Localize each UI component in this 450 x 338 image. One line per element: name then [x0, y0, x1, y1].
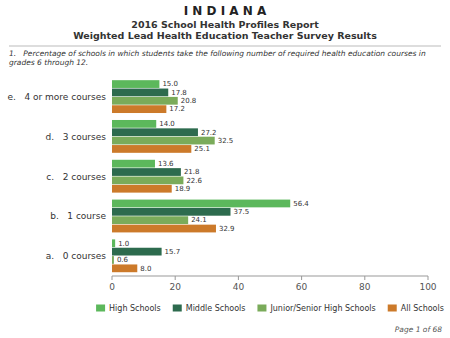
x-axis: 0 20 40 60 80 100	[109, 276, 437, 292]
subtitle: Weighted Lead Health Education Teacher S…	[73, 30, 377, 41]
data-label: 32.5	[218, 137, 234, 145]
x-tick	[175, 276, 176, 280]
legend-label: All Schools	[401, 304, 444, 313]
x-tick	[301, 276, 302, 280]
bar	[112, 256, 114, 264]
category-label: e. 4 or more courses	[7, 92, 106, 102]
bar	[112, 168, 181, 176]
x-tick-label: 40	[233, 282, 245, 292]
x-tick-label: 0	[109, 282, 115, 292]
bar	[112, 105, 166, 113]
data-label: 17.2	[169, 105, 185, 113]
category-label: b. 1 course	[50, 211, 106, 221]
x-tick-label: 100	[419, 282, 436, 292]
data-label: 20.8	[181, 97, 197, 105]
x-tick-label: 80	[359, 282, 371, 292]
legend-swatch	[388, 305, 397, 312]
x-tick	[238, 276, 239, 280]
bar	[112, 248, 162, 256]
bar	[112, 80, 159, 88]
category-label: d. 3 courses	[45, 132, 106, 142]
data-label: 8.0	[140, 265, 151, 273]
legend-label: Junior/Senior High Schools	[269, 304, 375, 313]
bar	[112, 239, 115, 247]
bar	[112, 200, 290, 208]
bar	[112, 216, 188, 224]
legend-swatch	[257, 305, 266, 312]
bar	[112, 208, 231, 216]
question: 1. Percentage of schools in which studen…	[9, 49, 426, 67]
data-label: 21.8	[184, 168, 200, 176]
divider	[9, 46, 441, 47]
bar	[112, 185, 172, 193]
legend-label: High Schools	[109, 304, 161, 313]
bar	[112, 145, 191, 153]
legend-swatch	[96, 305, 105, 312]
x-tick	[364, 276, 365, 280]
data-label: 25.1	[194, 145, 210, 153]
data-label: 15.0	[162, 80, 178, 88]
subtitle: 2016 School Health Profiles Report	[131, 19, 319, 30]
data-label: 0.6	[117, 256, 129, 264]
legend-item: Middle Schools	[173, 304, 246, 313]
legend-label: Middle Schools	[186, 304, 246, 313]
x-tick-label: 60	[296, 282, 308, 292]
bar	[112, 225, 216, 233]
category-label: c. 2 courses	[46, 172, 106, 182]
bar	[112, 97, 178, 105]
data-label: 37.5	[234, 208, 250, 216]
x-axis-line	[112, 276, 428, 277]
bar	[112, 128, 198, 136]
chart: I N D I A N A2016 School Health Profiles…	[0, 0, 450, 338]
page-number: Page 1 of 68	[395, 325, 442, 334]
bars	[112, 80, 290, 272]
data-label: 14.0	[159, 120, 175, 128]
bar	[112, 120, 156, 128]
data-label: 18.9	[175, 185, 191, 193]
data-label: 24.1	[191, 216, 207, 224]
legend-item: Junior/Senior High Schools	[257, 304, 375, 313]
data-label: 15.7	[165, 248, 181, 256]
data-label: 22.6	[186, 177, 202, 185]
x-tick	[112, 276, 113, 280]
data-label: 1.0	[118, 240, 129, 248]
data-label: 13.6	[158, 160, 174, 168]
data-label: 27.2	[201, 129, 217, 137]
legend-item: High Schools	[96, 304, 161, 313]
category-label: a. 0 courses	[46, 251, 107, 261]
title: I N D I A N A	[184, 4, 267, 18]
bar	[112, 137, 215, 145]
data-labels: 1.0 56.4 13.6 14.0 15.0 15.7 37.5 21.8 27.2 17.8 0…	[117, 80, 309, 272]
data-label: 17.8	[171, 89, 187, 97]
legend: High Schools Middle Schools Junior/Senior …	[96, 304, 444, 313]
x-tick-label: 20	[169, 282, 181, 292]
x-tick	[428, 276, 429, 280]
bar	[112, 264, 137, 272]
bar	[112, 89, 168, 97]
bar	[112, 160, 155, 168]
legend-item: All Schools	[388, 304, 444, 313]
data-label: 32.9	[219, 225, 235, 233]
legend-swatch	[173, 305, 182, 312]
bar	[112, 177, 183, 185]
data-label: 56.4	[293, 200, 309, 208]
y-axis: a. 0 courses b. 1 course c. 2 courses d. 3 …	[7, 92, 106, 261]
